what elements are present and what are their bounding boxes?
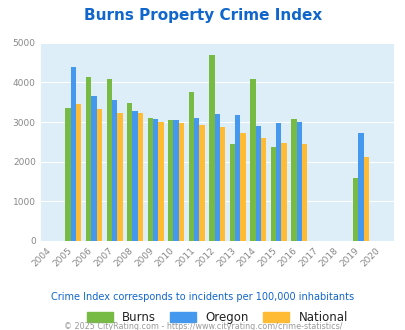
Legend: Burns, Oregon, National: Burns, Oregon, National <box>82 306 352 329</box>
Bar <box>158 122 163 241</box>
Bar <box>173 120 178 241</box>
Bar <box>153 119 158 241</box>
Text: Crime Index corresponds to incidents per 100,000 inhabitants: Crime Index corresponds to incidents per… <box>51 292 354 302</box>
Bar <box>132 111 137 241</box>
Bar <box>296 122 301 241</box>
Bar <box>301 144 307 241</box>
Bar <box>234 115 240 241</box>
Bar <box>260 138 266 241</box>
Bar <box>352 178 357 241</box>
Bar <box>178 123 184 241</box>
Bar <box>240 133 245 241</box>
Bar <box>65 108 70 241</box>
Bar <box>188 92 194 241</box>
Bar <box>220 127 225 241</box>
Bar <box>291 119 296 241</box>
Bar <box>76 104 81 241</box>
Bar <box>91 96 96 241</box>
Bar <box>112 100 117 241</box>
Bar <box>194 118 199 241</box>
Bar <box>249 79 255 241</box>
Text: Burns Property Crime Index: Burns Property Crime Index <box>84 8 321 23</box>
Bar <box>255 126 260 241</box>
Bar <box>357 133 363 241</box>
Bar <box>209 55 214 241</box>
Bar <box>168 120 173 241</box>
Bar <box>147 118 153 241</box>
Bar <box>229 144 234 241</box>
Bar <box>96 109 102 241</box>
Bar <box>199 125 204 241</box>
Bar <box>70 67 76 241</box>
Bar <box>86 77 91 241</box>
Bar <box>270 147 275 241</box>
Bar <box>214 114 220 241</box>
Bar <box>137 113 143 241</box>
Bar <box>275 123 281 241</box>
Bar <box>106 79 112 241</box>
Bar <box>363 157 368 241</box>
Text: © 2025 CityRating.com - https://www.cityrating.com/crime-statistics/: © 2025 CityRating.com - https://www.city… <box>64 322 341 330</box>
Bar <box>127 103 132 241</box>
Bar <box>117 113 122 241</box>
Bar <box>281 143 286 241</box>
